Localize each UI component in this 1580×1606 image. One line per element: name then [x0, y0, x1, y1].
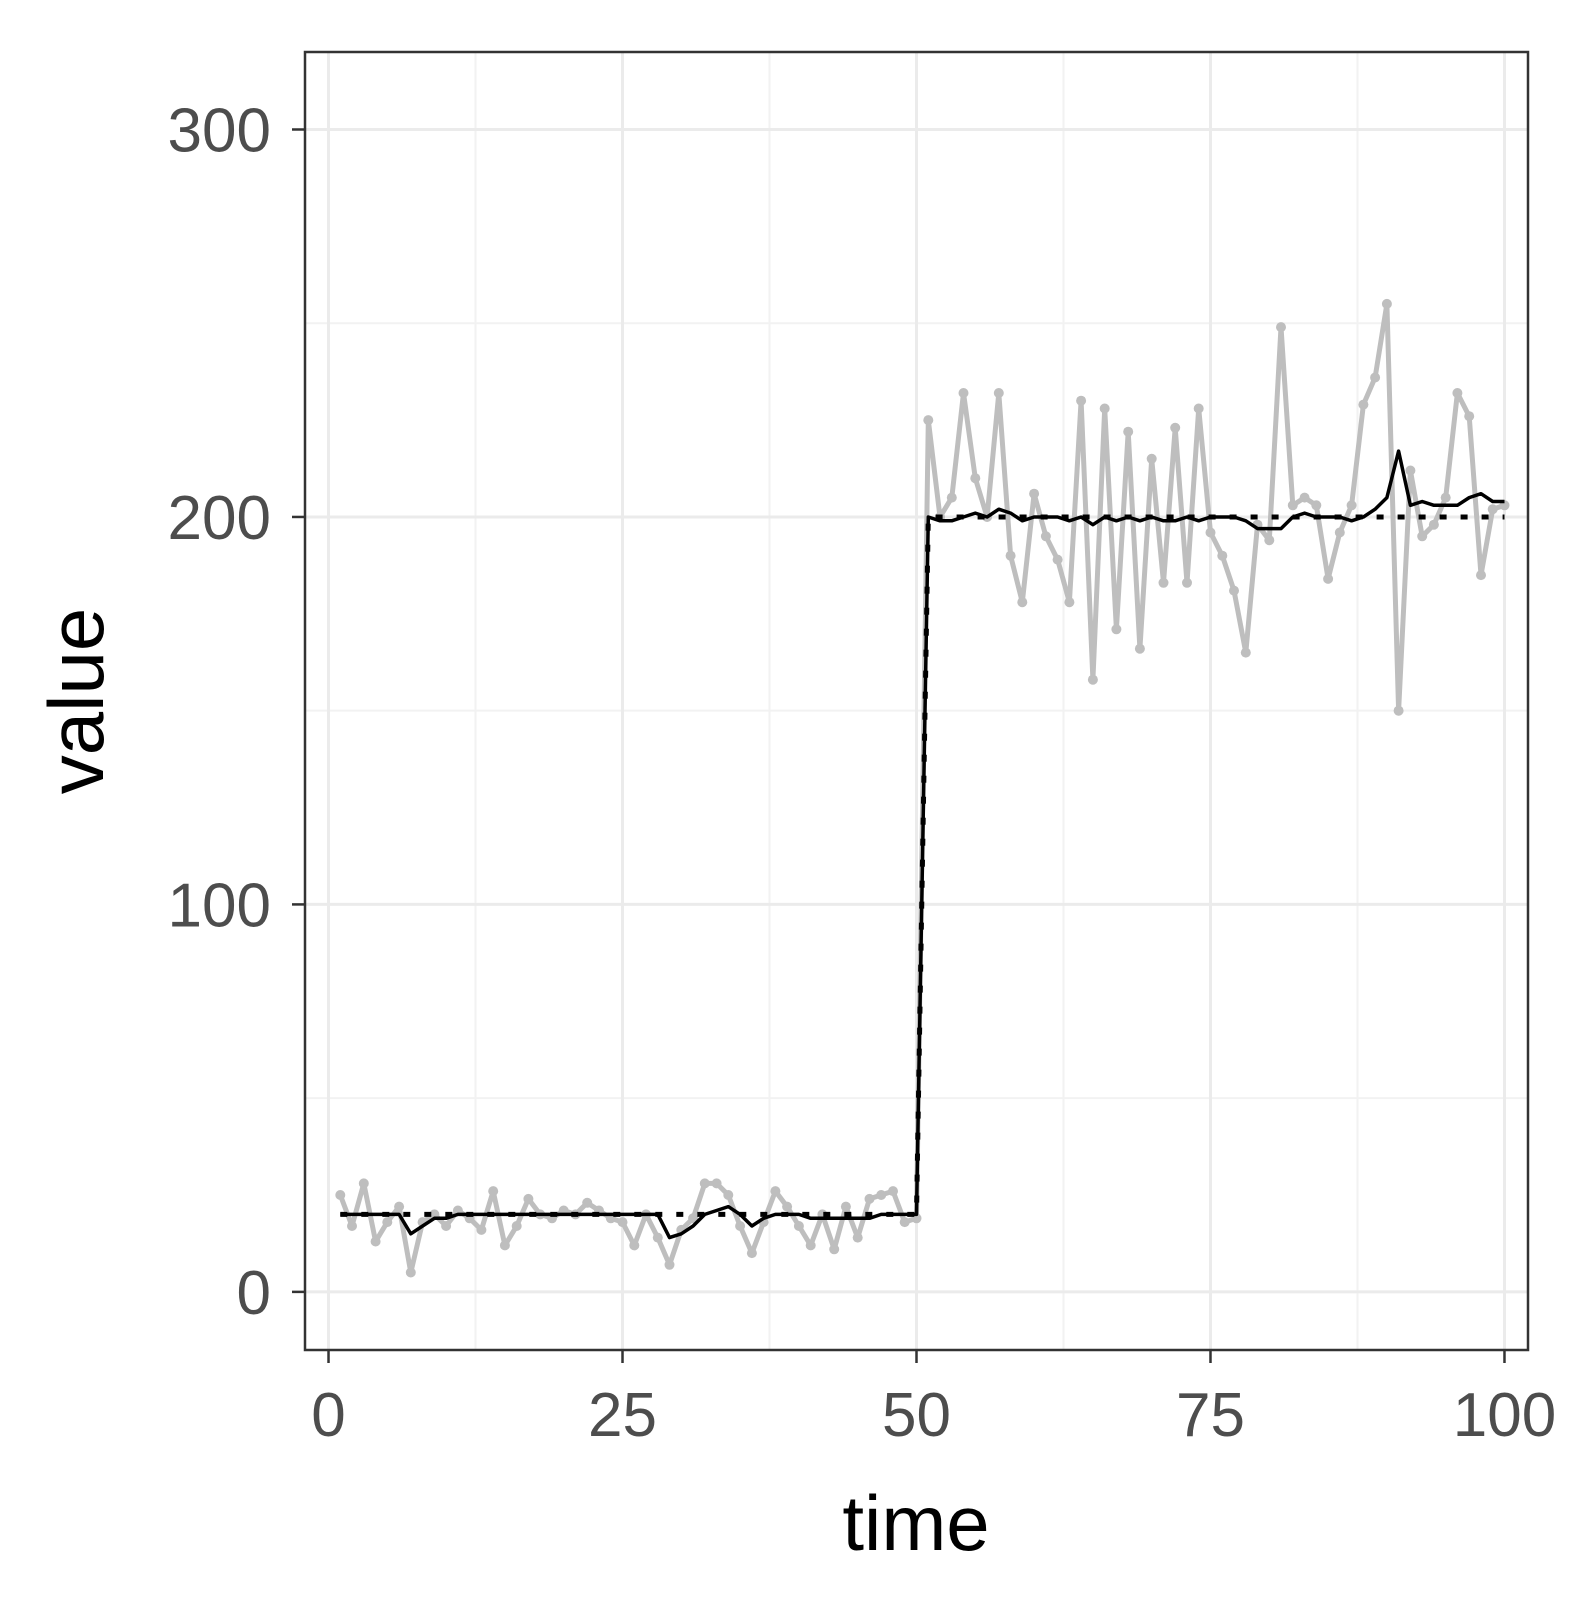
series-1-point — [664, 1259, 675, 1270]
series-1-point — [923, 415, 934, 426]
series-1-point — [1134, 643, 1145, 654]
series-1-point — [1311, 500, 1322, 511]
series-1-point — [335, 1190, 346, 1200]
series-1-point — [1417, 531, 1428, 542]
series-1-point — [1087, 674, 1098, 685]
series-1-point — [711, 1178, 722, 1189]
series-1-point — [1170, 422, 1181, 433]
series-1-point — [405, 1267, 416, 1278]
series-1-point — [1464, 411, 1475, 422]
series-1-point — [723, 1190, 734, 1200]
y-tick-label: 100 — [168, 871, 271, 940]
series-1-point — [699, 1178, 710, 1189]
series-1-point — [370, 1236, 381, 1247]
series-1-point — [840, 1201, 851, 1212]
series-1-point — [1370, 372, 1381, 383]
y-axis-title: value — [32, 608, 120, 794]
series-1-point — [617, 1217, 628, 1228]
series-1-point — [1428, 519, 1439, 530]
series-1-point — [511, 1221, 522, 1231]
series-1-point — [358, 1178, 369, 1189]
series-1-point — [1276, 322, 1286, 333]
y-tick-labels: 0 100 200 300 — [168, 96, 271, 1327]
series-1-point — [1299, 492, 1310, 503]
series-1-point — [1452, 388, 1463, 398]
series-1-point — [1111, 624, 1122, 635]
series-1-point — [476, 1224, 487, 1235]
series-1-point — [1182, 577, 1192, 588]
series-1-point — [829, 1244, 840, 1255]
x-tick-label: 0 — [311, 1381, 345, 1450]
series-1-point — [1381, 298, 1392, 309]
series-1-point — [394, 1201, 405, 1212]
series-1-point — [993, 388, 1004, 398]
series-1-point — [1146, 453, 1157, 464]
series-1-point — [1358, 399, 1369, 410]
x-tick-labels: 0 25 50 75 100 — [311, 1381, 1556, 1450]
y-tick-label: 0 — [237, 1259, 271, 1328]
series-1-point — [1064, 597, 1075, 608]
series-1-point — [970, 473, 981, 484]
series-layer — [335, 298, 1510, 1278]
series-1-point — [652, 1232, 663, 1243]
series-1-point — [876, 1190, 887, 1200]
series-1-point — [441, 1221, 452, 1231]
x-tick-label: 25 — [588, 1381, 657, 1450]
series-1-point — [852, 1232, 863, 1243]
series-1-point — [1393, 705, 1404, 716]
series-1-point — [888, 1186, 898, 1197]
series-1-point — [1405, 465, 1416, 476]
series-1-point — [1346, 500, 1357, 511]
series-1-point — [746, 1248, 757, 1259]
series-1-point — [1052, 554, 1063, 565]
series-1-point — [946, 492, 957, 503]
series-1-point — [1287, 500, 1298, 511]
series-1-point — [1240, 647, 1251, 658]
series-1-point — [1029, 488, 1040, 499]
series-1-point — [1264, 535, 1275, 546]
series-1-point — [1040, 531, 1051, 542]
series-1-point — [805, 1240, 816, 1251]
series-1-point — [735, 1221, 746, 1231]
series-1-point — [488, 1186, 499, 1197]
series-1-point — [1476, 570, 1486, 581]
series-1-point — [1193, 403, 1204, 414]
series-1-point — [1017, 597, 1028, 608]
series-1-point — [782, 1201, 793, 1212]
series-1-point — [1323, 573, 1334, 584]
series-line-3 — [340, 514, 1505, 1217]
series-1-point — [1076, 395, 1087, 406]
y-tick-label: 300 — [168, 96, 271, 165]
x-tick-label: 50 — [882, 1381, 951, 1450]
series-1-point — [958, 388, 969, 398]
series-1-point — [864, 1193, 875, 1204]
series-1-point — [523, 1193, 534, 1204]
series-1-point — [1123, 426, 1134, 437]
series-1-point — [1334, 527, 1345, 538]
series-1-point — [770, 1186, 781, 1197]
series-1-point — [1158, 577, 1169, 588]
x-tick-label: 100 — [1453, 1381, 1556, 1450]
series-1-point — [688, 1213, 699, 1224]
series-1-point — [1229, 585, 1239, 596]
series-1-point — [347, 1221, 357, 1231]
series-1-point — [1440, 492, 1451, 503]
axis-ticks — [292, 128, 1506, 1363]
x-axis-title: time — [842, 1479, 989, 1567]
series-1-point — [793, 1221, 804, 1231]
series-1-point — [1005, 550, 1016, 561]
series-1-point — [499, 1240, 510, 1251]
series-1-point — [382, 1217, 393, 1228]
series-1-point — [1099, 403, 1110, 414]
y-tick-label: 200 — [168, 484, 271, 553]
series-1-point — [629, 1240, 640, 1251]
series-1-point — [582, 1197, 593, 1208]
series-1-point — [899, 1217, 910, 1228]
series-1-point — [1487, 504, 1498, 515]
series-1-point — [1205, 527, 1216, 538]
x-tick-label: 75 — [1176, 1381, 1245, 1450]
series-1-point — [1217, 550, 1228, 561]
